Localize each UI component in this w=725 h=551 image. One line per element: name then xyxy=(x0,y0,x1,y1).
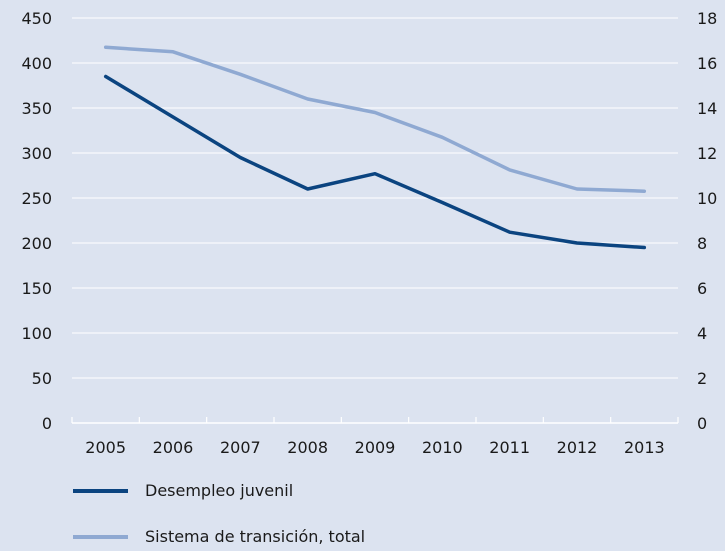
series-line-sistema-de-transicion-total xyxy=(103,45,647,193)
y-left-tick-label: 400 xyxy=(21,54,52,73)
y-left-tick-label: 200 xyxy=(21,234,52,253)
y-left-tick-label: 0 xyxy=(42,414,52,433)
gridlines xyxy=(72,17,678,424)
y-left-tick-label: 50 xyxy=(32,369,52,388)
y-right-tick-label: 18 xyxy=(697,9,717,28)
y-left-tick-label: 100 xyxy=(21,324,52,343)
x-tick-label: 2007 xyxy=(220,438,261,457)
y-left-tick-label: 300 xyxy=(21,144,52,163)
y-left-tick-label: 350 xyxy=(21,99,52,118)
x-tick-label: 2006 xyxy=(153,438,194,457)
legend: Desempleo juvenil Sistema de transición, … xyxy=(73,481,365,546)
y-right-tick-label: 10 xyxy=(697,189,717,208)
y-right-tick-label: 16 xyxy=(697,54,717,73)
y-left-tick-label: 450 xyxy=(21,9,52,28)
y-right-tick-label: 14 xyxy=(697,99,717,118)
x-tick-label: 2005 xyxy=(85,438,126,457)
axes: 0 50 100 150 200 250 300 350 400 450 0 2 4 6 8 10 12 14 16… xyxy=(21,9,717,457)
y-right-tick-label: 0 xyxy=(697,414,707,433)
y-left-tick-label: 250 xyxy=(21,189,52,208)
y-right-tick-label: 2 xyxy=(697,369,707,388)
legend-label: Desempleo juvenil xyxy=(145,481,293,500)
series-lines xyxy=(103,45,647,250)
y-right-tick-label: 12 xyxy=(697,144,717,163)
series-line-desempleo-juvenil xyxy=(103,74,647,250)
y-right-tick-label: 4 xyxy=(697,324,707,343)
legend-label: Sistema de transición, total xyxy=(145,527,365,546)
y-right-tick-label: 6 xyxy=(697,279,707,298)
x-tick-label: 2008 xyxy=(287,438,328,457)
x-tick-label: 2012 xyxy=(557,438,598,457)
y-left-tick-label: 150 xyxy=(21,279,52,298)
y-right-tick-label: 8 xyxy=(697,234,707,253)
x-tick-label: 2010 xyxy=(422,438,463,457)
x-tick-label: 2009 xyxy=(355,438,396,457)
x-tick-label: 2011 xyxy=(489,438,530,457)
x-tick-label: 2013 xyxy=(624,438,665,457)
